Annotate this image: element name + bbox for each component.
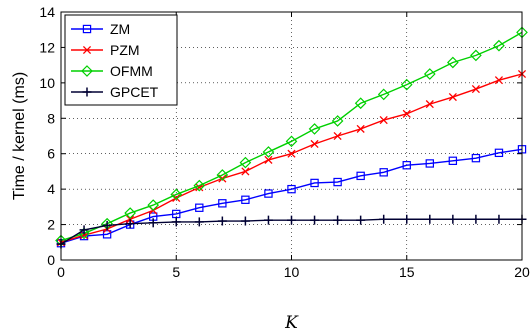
- data-point: [102, 230, 112, 239]
- x-tick-label: 5: [172, 264, 180, 280]
- data-point: [264, 155, 273, 164]
- data-point: [331, 115, 344, 127]
- data-point: [379, 115, 388, 125]
- data-point: [193, 179, 206, 192]
- data-point: [379, 168, 388, 177]
- y-axis-label: Time / kernel (ms): [11, 72, 28, 200]
- data-point: [448, 156, 458, 165]
- x-tick-label: 0: [57, 264, 65, 280]
- data-point: [147, 199, 160, 211]
- data-point: [287, 215, 296, 225]
- x-tick-labels: 0 5 10 15 20: [57, 264, 530, 280]
- data-point: [471, 84, 480, 94]
- data-point: [333, 177, 342, 187]
- data-point: [356, 124, 365, 133]
- data-point: [310, 215, 320, 225]
- data-point: [195, 203, 204, 212]
- series-layer: [55, 26, 528, 249]
- data-point: [102, 220, 112, 230]
- data-point: [447, 56, 459, 69]
- legend: ZM PZM OFMM GPCET: [64, 14, 178, 106]
- data-point: [124, 207, 136, 219]
- y-tick-label: 14: [39, 4, 55, 20]
- data-point: [79, 225, 89, 235]
- data-point: [170, 188, 183, 201]
- y-tick-label: 2: [47, 217, 55, 233]
- data-point: [310, 178, 319, 188]
- data-point: [333, 131, 342, 141]
- data-point: [494, 214, 504, 224]
- data-point: [400, 78, 413, 91]
- data-point: [263, 215, 273, 225]
- data-point: [356, 215, 366, 225]
- data-point: [285, 135, 298, 148]
- data-point: [310, 139, 319, 149]
- y-tick-label: 12: [39, 39, 55, 55]
- data-point: [308, 123, 321, 135]
- legend-marker: [81, 65, 93, 77]
- data-point: [494, 148, 504, 158]
- data-point: [425, 214, 435, 224]
- series-line: [60, 148, 523, 244]
- x-tick-label: 20: [514, 264, 530, 280]
- legend-item-zm: ZM: [71, 21, 130, 37]
- legend-label: PZM: [110, 42, 140, 58]
- data-point: [402, 214, 412, 224]
- data-point: [354, 97, 367, 110]
- data-point: [402, 109, 411, 118]
- x-axis-label: K: [284, 313, 299, 332]
- data-point: [262, 146, 275, 158]
- x-tick-label: 15: [399, 264, 415, 280]
- data-point: [423, 68, 436, 80]
- legend-item-ofmm: OFMM: [71, 63, 153, 79]
- data-point: [448, 92, 457, 102]
- y-tick-labels: 0 2 4 6 8 10 12 14: [39, 4, 55, 268]
- data-point: [470, 49, 482, 62]
- data-point: [402, 161, 411, 170]
- data-point: [377, 88, 390, 101]
- data-point: [287, 184, 296, 194]
- series-line: [60, 31, 523, 242]
- y-tick-label: 8: [47, 110, 55, 126]
- data-point: [218, 199, 227, 208]
- y-tick-label: 4: [47, 181, 55, 197]
- data-point: [240, 216, 250, 226]
- data-point: [287, 149, 296, 158]
- data-point: [216, 169, 229, 181]
- data-point: [171, 217, 181, 227]
- data-point: [493, 39, 505, 52]
- legend-item-gpcet: GPCET: [71, 84, 159, 100]
- data-point: [217, 216, 227, 226]
- data-point: [241, 167, 250, 176]
- data-point: [125, 219, 135, 229]
- data-point: [333, 215, 343, 225]
- data-point: [356, 171, 365, 181]
- grid: [61, 12, 522, 260]
- data-point: [471, 214, 481, 224]
- data-point: [239, 156, 252, 169]
- legend-marker: [82, 45, 92, 55]
- data-point: [471, 153, 481, 163]
- data-point: [264, 189, 273, 198]
- y-tick-label: 0: [47, 252, 55, 268]
- legend-label: OFMM: [110, 63, 153, 79]
- data-point: [494, 76, 504, 85]
- legend-label: GPCET: [110, 84, 159, 100]
- legend-marker: [82, 87, 92, 97]
- data-point: [148, 218, 158, 228]
- data-point: [425, 159, 435, 168]
- y-tick-label: 6: [47, 146, 55, 162]
- y-tick-label: 10: [39, 75, 55, 91]
- data-point: [241, 195, 250, 204]
- legend-item-pzm: PZM: [71, 42, 140, 58]
- data-point: [425, 100, 434, 109]
- data-point: [379, 214, 389, 224]
- legend-marker: [82, 24, 92, 34]
- x-tick-label: 10: [284, 264, 300, 280]
- data-point: [448, 214, 458, 224]
- data-point: [194, 217, 204, 227]
- legend-label: ZM: [110, 21, 130, 37]
